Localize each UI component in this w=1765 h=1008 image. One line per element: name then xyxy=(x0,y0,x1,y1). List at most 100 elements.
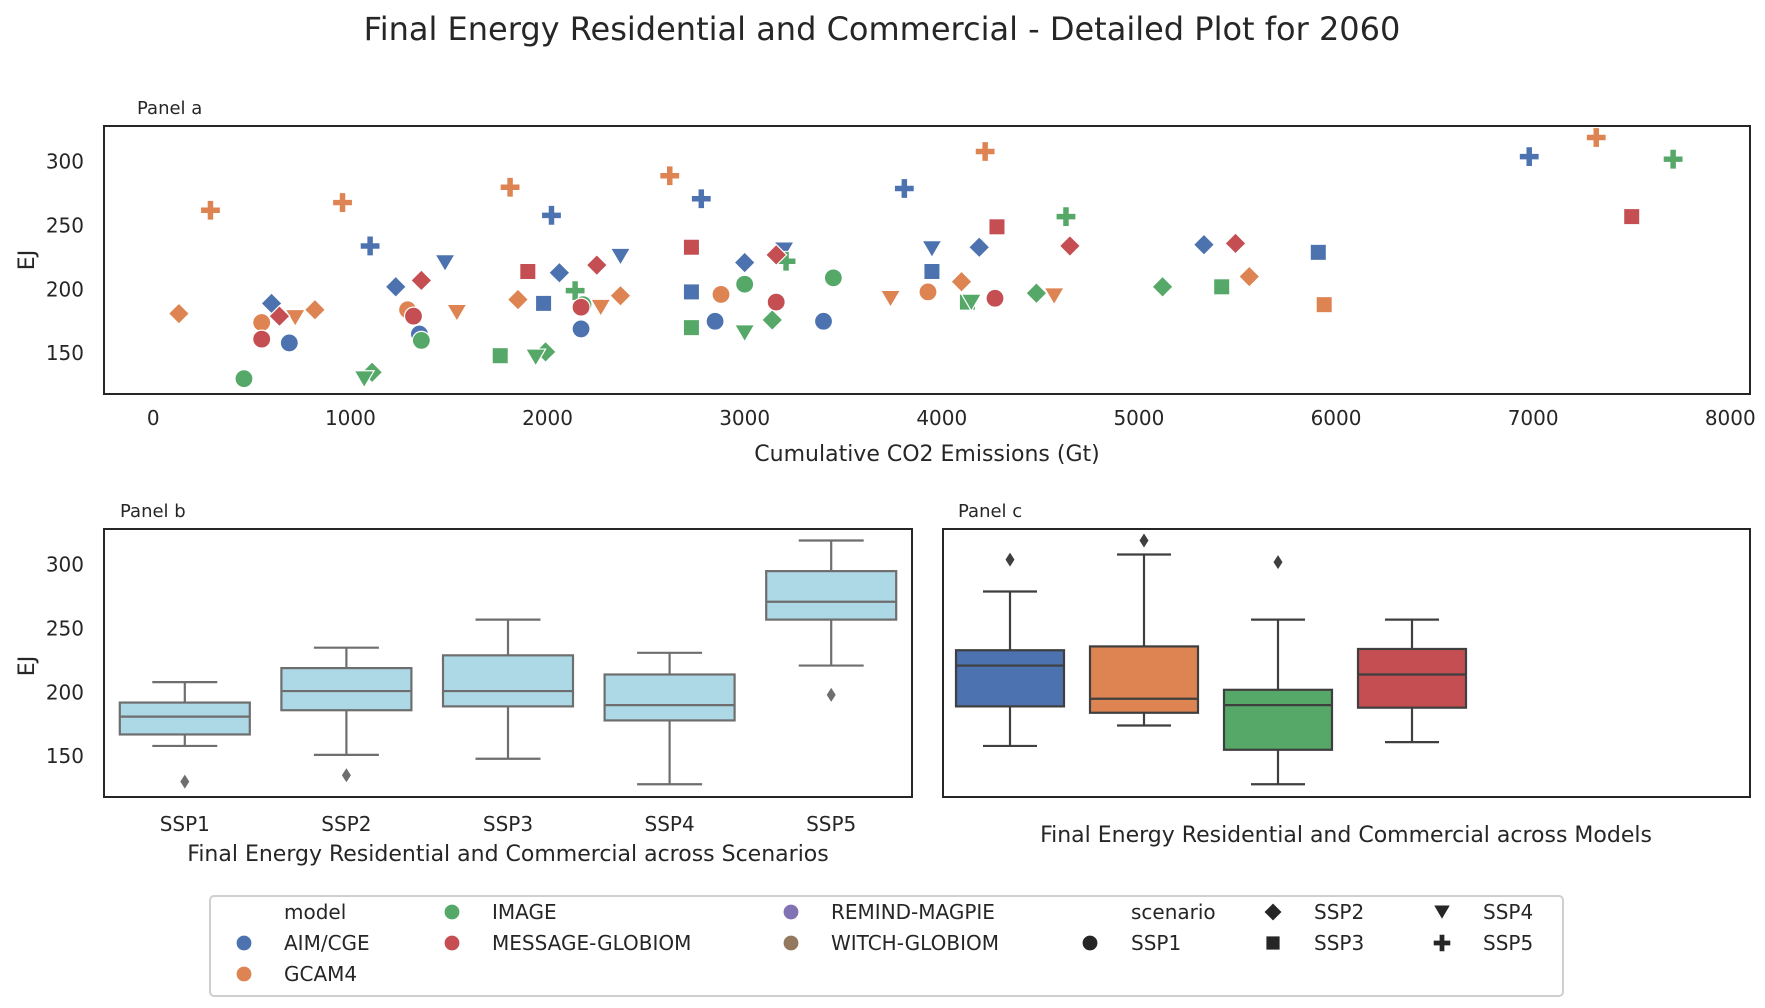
legend-model-label: IMAGE xyxy=(492,900,557,924)
legend-scenario-label: SSP4 xyxy=(1483,900,1533,924)
legend-scenario-marker xyxy=(1081,934,1099,952)
panel-b-y-tick-label: 250 xyxy=(46,617,84,641)
scatter-point xyxy=(682,283,701,301)
panel-a-x-ticks: 0 1000 2000 3000 4000 5000 6000 7000 8000 xyxy=(147,406,1756,430)
scatter-point xyxy=(359,235,381,257)
panel-b-x-ticks: SSP1 SSP2 SSP3 SSP4 SSP5 xyxy=(160,812,857,836)
panel-a-y-tick-label: 300 xyxy=(46,150,84,174)
scatter-point xyxy=(499,176,521,198)
panel-a-y-tick-label: 250 xyxy=(46,214,84,238)
legend-model-label: WITCH-GLOBIOM xyxy=(831,931,999,955)
legend-scenario-marker xyxy=(1432,904,1452,922)
panel-b-boxes xyxy=(118,539,898,789)
scatter-point xyxy=(920,239,943,259)
panel-c-label: Panel c xyxy=(958,501,1022,522)
panel-a-y-ticks: 150 200 250 300 xyxy=(46,150,84,365)
scatter-point xyxy=(1025,281,1048,305)
legend-scenario-marker xyxy=(1265,935,1281,951)
panel-a-y-tick-label: 200 xyxy=(46,277,84,301)
panel-b-x-tick-label: SSP3 xyxy=(483,812,533,836)
scatter-point xyxy=(705,311,725,331)
scatter-point xyxy=(1058,234,1082,258)
panel-c-frame xyxy=(942,528,1751,798)
box-iqr xyxy=(441,654,575,708)
panel-a-x-tick-label: 0 xyxy=(147,406,160,430)
panel-b-y-tick-label: 300 xyxy=(46,553,84,577)
scatter-point xyxy=(332,192,353,213)
scatter-point xyxy=(950,270,973,293)
scatter-point xyxy=(1585,127,1607,148)
scatter-point xyxy=(967,235,991,259)
legend-model-marker xyxy=(235,934,253,952)
legend-model-marker xyxy=(443,934,461,952)
scatter-point xyxy=(571,319,591,339)
panel-b-y-ticks: 150 200 250 300 xyxy=(46,553,84,768)
legend-model-label: MESSAGE-GLOBIOM xyxy=(492,931,691,955)
scatter-point xyxy=(234,369,254,389)
panel-a: Panel a 0 1000 2000 3000 4000 5000 6000 7000 800… xyxy=(15,98,1756,467)
scatter-point xyxy=(303,298,327,322)
scatter-point xyxy=(609,284,632,308)
scatter-point xyxy=(1518,146,1540,168)
scatter-point xyxy=(585,253,609,277)
panel-b-x-tick-label: SSP5 xyxy=(806,812,856,836)
box-iqr xyxy=(118,701,251,736)
panel-b-frame xyxy=(103,528,913,798)
legend-scenario-label: SSP5 xyxy=(1483,931,1533,955)
scatter-point xyxy=(410,269,433,292)
legend-model-label: REMIND-MAGPIE xyxy=(831,900,995,924)
scatter-point xyxy=(682,318,701,337)
scatter-point xyxy=(200,199,221,221)
box-iqr xyxy=(603,673,736,722)
panel-c-x-label: Final Energy Residential and Commercial … xyxy=(1040,823,1652,848)
scatter-point xyxy=(519,262,537,281)
panel-a-x-label: Cumulative CO2 Emissions (Gt) xyxy=(754,442,1099,467)
scatter-point xyxy=(411,330,431,350)
legend-model-header: model xyxy=(284,900,346,924)
scatter-point xyxy=(974,141,996,162)
box-iqr xyxy=(280,667,413,712)
scatter-point xyxy=(491,347,509,365)
panel-a-x-tick-label: 7000 xyxy=(1508,406,1559,430)
panel-a-x-tick-label: 6000 xyxy=(1311,406,1362,430)
scatter-point xyxy=(252,329,272,349)
scatter-point xyxy=(571,297,591,317)
legend-scenario-header: scenario xyxy=(1131,900,1216,924)
panel-b-y-tick-label: 150 xyxy=(46,744,84,768)
box-outlier xyxy=(826,687,836,702)
scatter-point xyxy=(1315,295,1333,314)
panel-b-label: Panel b xyxy=(120,501,186,522)
scatter-point xyxy=(167,302,191,325)
box-outlier xyxy=(1139,533,1149,548)
scatter-point xyxy=(589,298,612,318)
scatter-point xyxy=(988,218,1006,236)
scatter-point xyxy=(541,204,562,226)
panel-b-x-tick-label: SSP4 xyxy=(645,812,695,836)
scatter-point xyxy=(548,261,571,285)
panel-b-y-label: EJ xyxy=(15,656,40,676)
scatter-point xyxy=(760,308,784,332)
scatter-point xyxy=(735,274,755,294)
box-iqr xyxy=(954,649,1066,708)
scatter-point xyxy=(384,275,408,299)
scatter-point xyxy=(353,370,376,389)
panel-a-x-tick-label: 3000 xyxy=(719,406,770,430)
box-outlier xyxy=(180,774,190,789)
panel-c-boxes xyxy=(954,533,1468,786)
figure-title: Final Energy Residential and Commercial … xyxy=(364,10,1401,48)
legend-model-marker xyxy=(782,903,800,921)
panel-a-x-tick-label: 4000 xyxy=(916,406,967,430)
panel-c: Panel c Final Energy Residential and Com… xyxy=(942,501,1751,848)
scatter-point xyxy=(524,348,547,368)
scatter-point xyxy=(268,304,291,328)
scatter-point xyxy=(1213,278,1231,296)
panel-a-x-tick-label: 1000 xyxy=(325,406,376,430)
scatter-point xyxy=(733,324,756,343)
scatter-point xyxy=(766,292,786,312)
scatter-point xyxy=(434,254,456,273)
scatter-point xyxy=(279,333,299,353)
box-iqr xyxy=(1356,647,1468,709)
panel-a-x-tick-label: 5000 xyxy=(1113,406,1164,430)
box-outlier xyxy=(341,768,351,783)
legend-model-marker xyxy=(782,934,800,952)
